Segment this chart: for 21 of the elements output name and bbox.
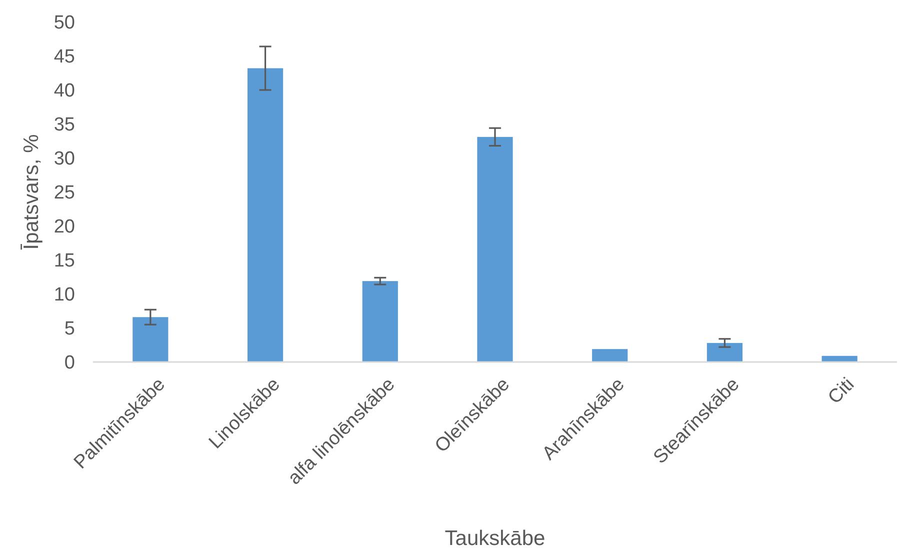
bar xyxy=(822,356,858,362)
bar xyxy=(247,68,284,362)
y-tick-label: 25 xyxy=(54,182,75,204)
bar xyxy=(132,317,168,362)
y-tick-label: 50 xyxy=(54,12,75,34)
x-tick-label: Citi xyxy=(824,374,859,408)
y-tick-label: 5 xyxy=(64,318,75,340)
y-tick-label: 0 xyxy=(64,352,75,374)
y-tick-label: 45 xyxy=(54,46,75,68)
y-tick-label: 10 xyxy=(54,284,75,306)
y-tick-label: 30 xyxy=(54,148,75,170)
y-tick-label: 15 xyxy=(54,250,75,272)
bar xyxy=(477,136,513,362)
y-tick-label: 35 xyxy=(54,114,75,136)
bar xyxy=(706,342,743,362)
y-tick-label: 40 xyxy=(54,80,75,102)
bar xyxy=(362,281,398,362)
y-tick-label: 20 xyxy=(54,216,75,238)
x-axis-title: Taukskābe xyxy=(444,527,546,549)
y-axis-title: Īpatsvars, % xyxy=(20,134,43,250)
bar xyxy=(592,349,628,362)
